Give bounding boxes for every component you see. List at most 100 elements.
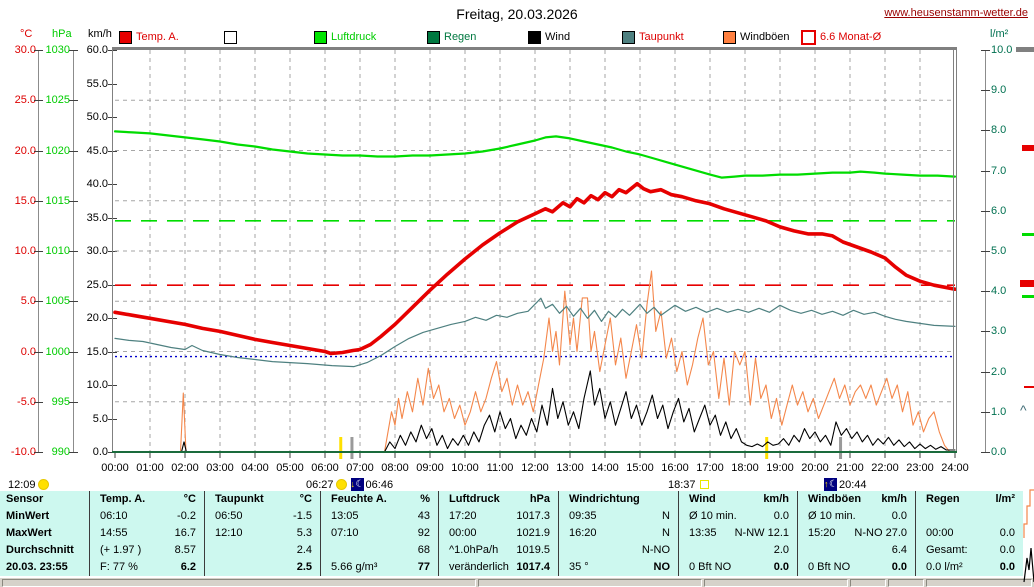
axis-tick-mark	[981, 130, 990, 132]
axis-tick-mark	[981, 331, 990, 333]
time-tick-label: 07:00	[346, 462, 374, 474]
cell-value: 2.0	[773, 544, 789, 556]
table-row-label: Durchschnitt	[6, 544, 74, 556]
legend-item-luftdruck[interactable]: Luftdruck	[314, 30, 376, 44]
cell-value: 1019.5	[516, 544, 550, 556]
website-link[interactable]: www.heusenstamm-wetter.de	[884, 7, 1028, 19]
table-cell: 0.0 l/m² 0.0	[916, 559, 1023, 576]
cell-value: -1.5	[293, 510, 312, 522]
edge-mark	[1022, 233, 1034, 236]
time-tick-label: 06:00	[311, 462, 339, 474]
axis-tick-mark	[69, 401, 78, 403]
table-column-feuchte-a-: Feuchte A.% 13:05 43 07:10 92 68 5.66 g/m³ 77	[320, 491, 438, 576]
axis-tick-mark	[981, 452, 990, 453]
cell-value: 77	[417, 561, 430, 573]
axis-tick-mark	[981, 411, 990, 413]
celsius-tick-label: 5.0	[20, 295, 36, 308]
time-tick-label: 00:00	[101, 462, 129, 474]
legend-label: Wind	[545, 31, 571, 43]
axis-tick-mark	[34, 301, 43, 303]
legend-item-regen[interactable]: Regen	[427, 30, 476, 44]
table-cell: 5.66 g/m³ 77	[321, 559, 438, 576]
hpa-tick-label: 1025	[45, 94, 70, 107]
lm2-tick-label: 9.0	[991, 84, 1007, 97]
table-column-header: Windböen km/h	[798, 491, 915, 508]
axis-unit-lm2: l/m²	[990, 28, 1009, 40]
lm2-tick-label: 4.0	[991, 285, 1007, 298]
axis-tick-mark	[981, 210, 990, 212]
column-unit: hPa	[529, 493, 550, 505]
chart-canvas	[112, 47, 957, 459]
edge-mini-curves	[1023, 489, 1034, 583]
cell-value: 2.5	[296, 561, 312, 573]
plot-frame-bottom	[112, 451, 957, 453]
legend-item-blank[interactable]	[224, 30, 241, 44]
axis-tick-mark	[981, 170, 990, 172]
celsius-tick-label: 0.0	[20, 345, 36, 358]
axis-tick-mark	[981, 291, 990, 293]
cell-detail: 0 Bft NO	[808, 561, 851, 573]
table-column-header: Temp. A. °C	[90, 491, 204, 508]
moon-arrow-icon: ↑	[824, 479, 829, 489]
legend-label: 6.6 Monat-Ø	[820, 31, 882, 43]
axis-unit-celsius: °C	[20, 28, 33, 40]
legend-label: Temp. A.	[136, 31, 179, 43]
table-cell	[916, 508, 1023, 525]
axis-tick-mark	[69, 200, 78, 202]
plot-frame-top	[112, 47, 957, 50]
legend-item-wind[interactable]: Wind	[528, 30, 570, 44]
time-tick-label: 15:00	[626, 462, 654, 474]
time-tick-label: 13:00	[556, 462, 584, 474]
cell-value: 0.0	[773, 510, 789, 522]
legend-item-windb-en[interactable]: Windböen	[723, 30, 790, 44]
series-windb-en	[383, 270, 956, 453]
axis-tick-mark	[34, 150, 43, 152]
table-column-header: Wind km/h	[679, 491, 797, 508]
sun-icon	[37, 479, 49, 490]
column-title: Luftdruck	[449, 493, 500, 505]
table-cell: veränderlich 1017.4	[439, 559, 558, 576]
legend-label: Luftdruck	[331, 31, 377, 43]
status-bar-panel	[704, 579, 848, 587]
cell-detail: 12:10	[215, 527, 243, 539]
table-cell: 2.4	[205, 542, 320, 559]
table-cell: Ø 10 min. 0.0	[798, 508, 915, 525]
solar-noon-label: 12:09	[8, 478, 51, 491]
cell-value: NO	[653, 561, 671, 573]
cell-detail: 07:10	[331, 527, 359, 539]
axis-tick-mark	[981, 371, 990, 373]
page-title: Freitag, 20.03.2026	[456, 6, 578, 22]
legend-label: Taupunkt	[639, 31, 684, 43]
table-cell: 35 ° NO	[559, 559, 678, 576]
legend-item-6-6-monat-[interactable]: 6.6 Monat-Ø	[801, 29, 882, 45]
time-tick-label: 10:00	[451, 462, 479, 474]
sensor-table: Sensor MinWert MaxWert Durchschnitt 20.03. 2…	[0, 491, 1023, 576]
hpa-tick-label: 1010	[45, 245, 70, 257]
axis-tick-mark	[981, 90, 990, 92]
legend-label: Regen	[444, 31, 477, 43]
time-tick-label: 21:00	[836, 462, 864, 474]
status-bar	[0, 578, 1034, 587]
table-cell: N-NO	[559, 542, 678, 559]
sun-icon	[335, 479, 347, 490]
column-unit: °C	[299, 493, 312, 505]
axis-tick-mark	[69, 100, 78, 102]
table-cell: 14:55 16.7	[90, 525, 204, 542]
cell-value: 0.0	[999, 561, 1015, 573]
table-column-taupunkt: Taupunkt °C 06:50 -1.5 12:10 5.3 2.4 2.5	[204, 491, 320, 576]
table-column-luftdruck: Luftdruck hPa 17:20 1017.3 00:00 1021.9 ^1.0hP…	[438, 491, 558, 576]
cell-value: 43	[417, 510, 430, 522]
table-cell: 2.5	[205, 559, 320, 576]
cell-value: 0.0	[891, 561, 907, 573]
axis-tick-mark	[981, 251, 990, 252]
kmh-tick-label: 15.0	[86, 345, 108, 358]
column-title: Windrichtung	[569, 493, 640, 505]
table-cell: 09:35 N	[559, 508, 678, 525]
legend-item-temp-a-[interactable]: Temp. A.	[119, 30, 179, 44]
cell-detail: Gesamt:	[926, 544, 968, 556]
legend-item-taupunkt[interactable]: Taupunkt	[622, 30, 684, 44]
status-bar-panel	[478, 579, 702, 587]
table-column-header: Luftdruck hPa	[439, 491, 558, 508]
cell-detail: 5.66 g/m³	[331, 561, 378, 573]
cell-value: 5.3	[296, 527, 312, 539]
